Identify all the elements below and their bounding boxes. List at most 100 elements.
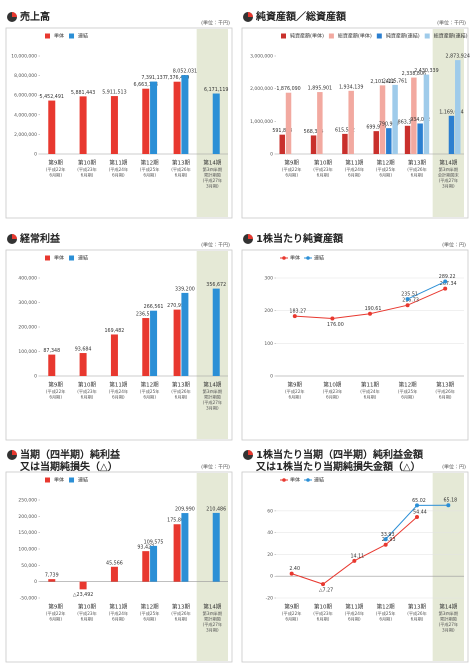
unit-label: (単位：円) [442,464,466,471]
point [405,303,410,308]
x-tick-note: (平成26年 [171,166,191,173]
value-label: 210,486 [206,506,226,512]
x-tick-note: 6月期) [143,617,156,623]
bar [181,75,189,154]
y-tick-label: 300,000 [18,300,37,306]
x-tick-note: 6月期) [49,173,62,179]
legend-swatch [69,33,75,39]
bar [173,309,181,376]
panel-frame [5,27,233,219]
value-label: 5,911,513 [102,90,126,96]
legend-dot [282,256,286,260]
x-tick-label: 第11期 [109,381,127,389]
x-tick-note: 6月期) [364,395,377,401]
chart-title: 又は1株当たり当期純損失金額（△） [255,460,421,473]
point [405,297,410,302]
x-tick-label: 第10期 [323,381,341,389]
value-label: 934,022 [410,117,430,123]
x-tick-note: 会計期間末 [438,172,460,179]
bar [79,353,87,376]
y-tick-label: 100 [264,341,273,347]
y-tick-label: 1,000,000 [250,119,273,125]
x-tick-note: (平成25年 [140,166,160,173]
panel-frame [241,249,469,441]
bar [310,135,317,154]
value-label: 6,171,119 [204,87,228,93]
y-tick-label: 150,000 [18,530,37,536]
value-label: 289.22 [439,274,456,280]
value-label: 5,452,491 [40,94,64,100]
point [443,279,448,284]
y-tick-label: 8,000,000 [14,73,37,79]
y-tick-label: 2,000,000 [250,86,273,92]
x-tick-note: (平成23年 [77,166,97,173]
y-tick-label: 200 [264,308,273,314]
x-tick-note: 6月期) [81,617,94,623]
chart-title: 1株当たり純資産額 [256,232,344,245]
bar [150,545,158,582]
x-tick-note: (平成25年 [140,388,160,395]
legend-label: 連結 [78,477,88,484]
legend-label: 純資産額(連結) [386,33,420,40]
x-tick-label: 第14期 [203,381,221,389]
x-tick-label: 第12期 [399,381,417,389]
point [443,286,448,291]
value-label: 2,101,422 [370,79,394,85]
series-line [407,281,446,300]
value-label: 216.73 [402,298,419,304]
value-label: 175,801 [167,518,187,524]
value-label: 356,672 [206,282,226,288]
bar [348,90,354,154]
x-tick-note: (平成26年 [407,166,427,173]
legend-dot [306,478,310,482]
x-tick-label: 第10期 [314,159,332,167]
x-tick-label: 第12期 [141,159,159,167]
chart-panel: 経常利益 (単位：千円) 単体 連結 0 100,000 200,000 300,000 400… [5,232,233,441]
x-tick-note: 第3四半期 [439,166,458,173]
legend-label: 単体 [290,477,300,484]
legend-swatch [45,33,50,39]
value-label: 235.51 [401,292,418,298]
point [415,503,419,508]
legend-swatch [69,255,75,261]
bar [110,334,118,376]
value-label: 699,909 [366,125,386,131]
bar [392,84,398,154]
x-tick-note: (平成23年 [323,388,343,395]
x-tick-note: 6月期) [285,617,298,623]
value-label: 87,348 [43,348,60,354]
value-label: 790,964 [379,122,399,128]
legend-label: 連結 [78,33,88,40]
legend-label: 単体 [54,255,64,262]
bar [150,310,158,376]
bar [404,125,411,154]
bar [212,512,220,582]
bar [317,92,323,154]
panel-frame [5,471,233,663]
legend-label: 連結 [78,255,88,262]
value-label: 615,552 [335,127,355,133]
bar [48,100,56,154]
y-tick-label: -20 [266,596,273,602]
y-tick-label: 0 [270,574,273,580]
value-label: 28.93 [382,537,396,543]
bar [417,123,423,154]
bar [48,354,56,376]
x-tick-note: (平成25年 [376,166,396,173]
panel-frame [241,471,469,663]
x-tick-note: 6月期) [439,395,452,401]
x-tick-note: (平成26年 [407,610,427,617]
highlight-band [196,29,228,217]
x-tick-note: 6月期) [175,617,188,623]
value-label: 14.11 [350,553,364,559]
x-tick-note: 6月期) [81,173,94,179]
value-label: 45,566 [106,560,123,566]
y-tick-label: 0 [270,374,273,380]
value-label: 169,482 [105,328,125,334]
x-tick-label: 第12期 [141,603,159,611]
unit-label: (単位：円) [442,242,466,249]
x-tick-note: 3月期) [206,628,219,634]
unit-label: (単位：千円) [201,464,230,471]
x-tick-note: (平成24年 [109,166,129,173]
